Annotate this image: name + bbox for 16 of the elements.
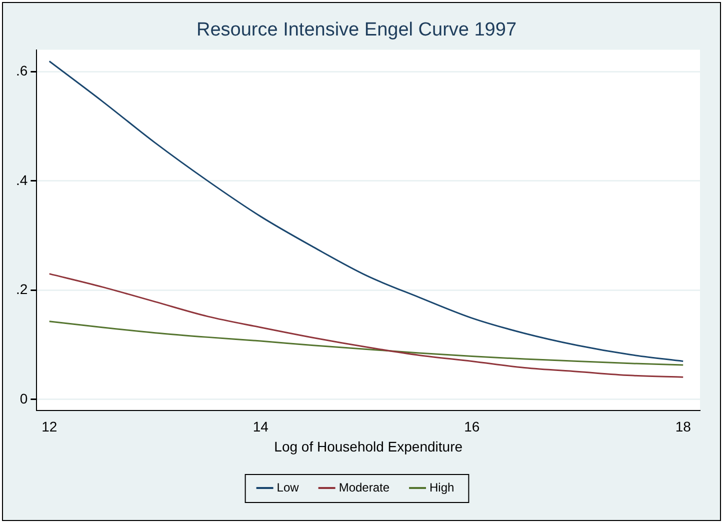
x-axis-title: Log of Household Expenditure xyxy=(274,438,463,454)
x-tick-label: 12 xyxy=(42,418,58,435)
x-tick-label: 18 xyxy=(675,418,692,435)
x-tick-label: 16 xyxy=(464,418,480,435)
line-series xyxy=(48,320,684,366)
y-tick-label: 0 xyxy=(20,390,28,406)
y-tick-label: .6 xyxy=(16,62,28,79)
line-series xyxy=(48,273,684,378)
legend-label: High xyxy=(430,480,454,494)
x-tick-label: 14 xyxy=(252,418,269,435)
line-series xyxy=(48,60,684,362)
legend-label: Low xyxy=(276,480,300,494)
y-tick-label: .2 xyxy=(16,281,28,298)
y-tick-label: .4 xyxy=(16,172,28,188)
chart-title: Resource Intensive Engel Curve 1997 xyxy=(196,20,517,41)
legend-label: Moderate xyxy=(338,480,390,494)
